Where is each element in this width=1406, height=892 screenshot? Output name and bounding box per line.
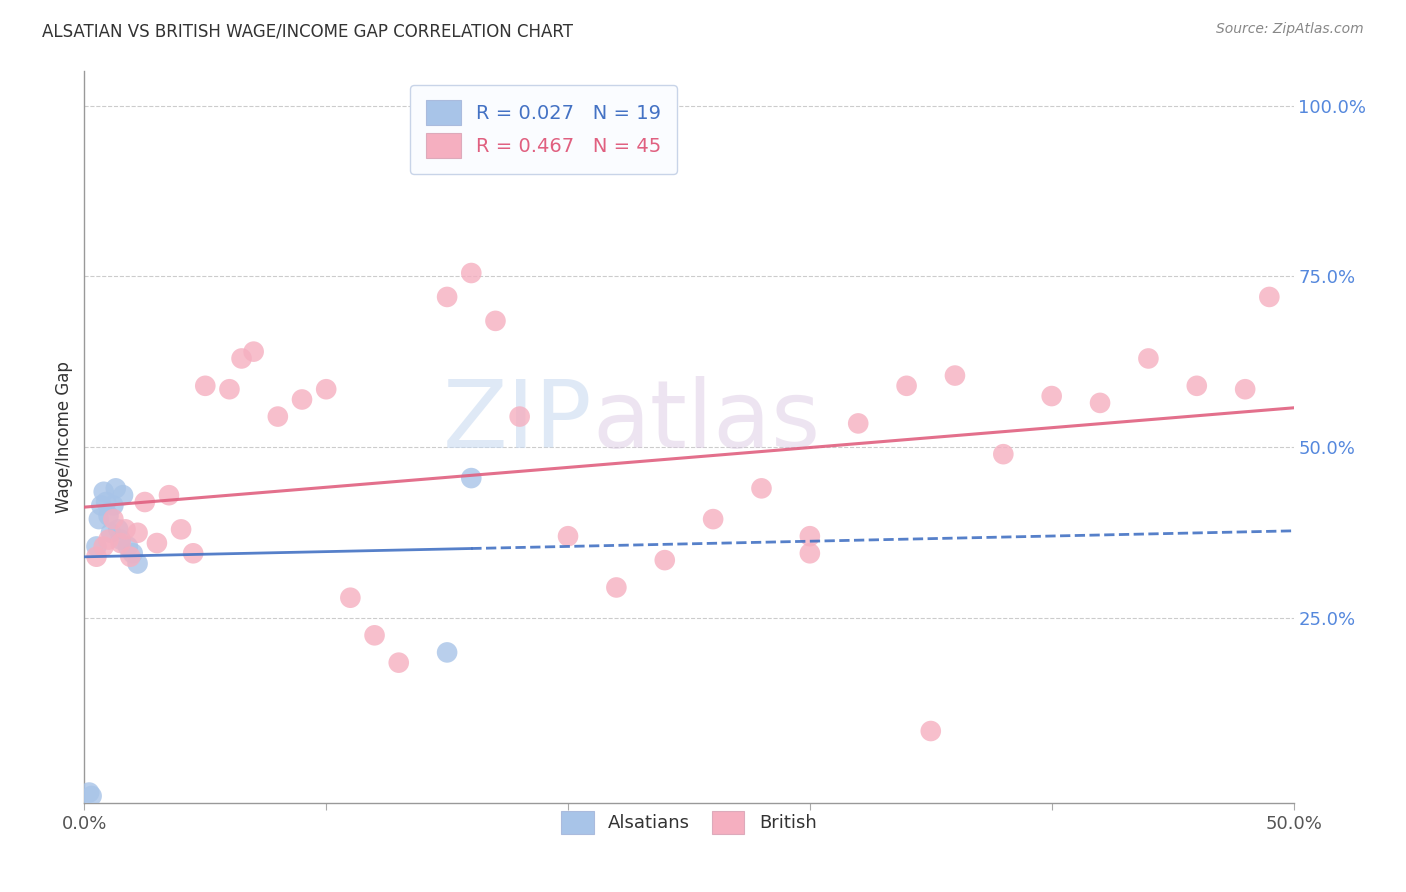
Point (97, 533, 120, 547)
Point (896, 379, 918, 393)
Point (127, 557, 149, 571)
Point (339, 591, 361, 605)
Point (157, 488, 180, 502)
Point (1040, 389, 1063, 403)
Point (1137, 351, 1160, 366)
Point (134, 495, 156, 509)
Point (920, 724, 942, 739)
Point (93, 484, 115, 499)
Point (120, 549, 142, 564)
Point (97, 508, 120, 523)
Point (77, 786, 100, 800)
Text: atlas: atlas (592, 376, 821, 468)
Point (94, 495, 117, 509)
Point (242, 344, 264, 359)
Text: Source: ZipAtlas.com: Source: ZipAtlas.com (1216, 22, 1364, 37)
Point (509, 409, 531, 424)
Point (654, 553, 676, 567)
Text: ZIP: ZIP (443, 376, 592, 468)
Point (1088, 396, 1111, 410)
Point (90, 499, 112, 513)
Point (799, 529, 821, 543)
Y-axis label: Wage/Income Gap: Wage/Income Gap (55, 361, 73, 513)
Point (110, 533, 132, 547)
Point (993, 447, 1015, 461)
Point (799, 546, 821, 560)
Point (127, 525, 149, 540)
Point (100, 525, 122, 540)
Point (146, 536, 169, 550)
Point (846, 417, 869, 431)
Point (93, 540, 115, 554)
Point (436, 645, 458, 659)
Point (267, 409, 290, 424)
Point (363, 628, 385, 642)
Point (1234, 382, 1257, 396)
Point (484, 314, 506, 328)
Point (436, 290, 458, 304)
Point (605, 581, 627, 595)
Point (218, 382, 240, 396)
Point (117, 540, 139, 554)
Point (107, 522, 129, 536)
Point (103, 499, 125, 513)
Point (87, 512, 110, 526)
Point (112, 488, 135, 502)
Point (86, 540, 108, 554)
Point (943, 368, 966, 383)
Legend: Alsatians, British: Alsatians, British (551, 800, 827, 845)
Text: ALSATIAN VS BRITISH WAGE/INCOME GAP CORRELATION CHART: ALSATIAN VS BRITISH WAGE/INCOME GAP CORR… (42, 22, 574, 40)
Point (315, 382, 337, 396)
Point (80, 789, 103, 803)
Point (103, 512, 125, 526)
Point (231, 351, 253, 366)
Point (86, 549, 108, 564)
Point (114, 522, 136, 536)
Point (1185, 379, 1208, 393)
Point (702, 512, 724, 526)
Point (194, 379, 217, 393)
Point (110, 536, 132, 550)
Point (170, 522, 193, 536)
Point (460, 266, 482, 280)
Point (291, 392, 314, 407)
Point (557, 529, 579, 543)
Point (181, 546, 204, 560)
Point (388, 656, 411, 670)
Point (121, 546, 143, 560)
Point (751, 481, 773, 495)
Point (460, 471, 482, 485)
Point (1258, 290, 1281, 304)
Point (104, 481, 127, 495)
